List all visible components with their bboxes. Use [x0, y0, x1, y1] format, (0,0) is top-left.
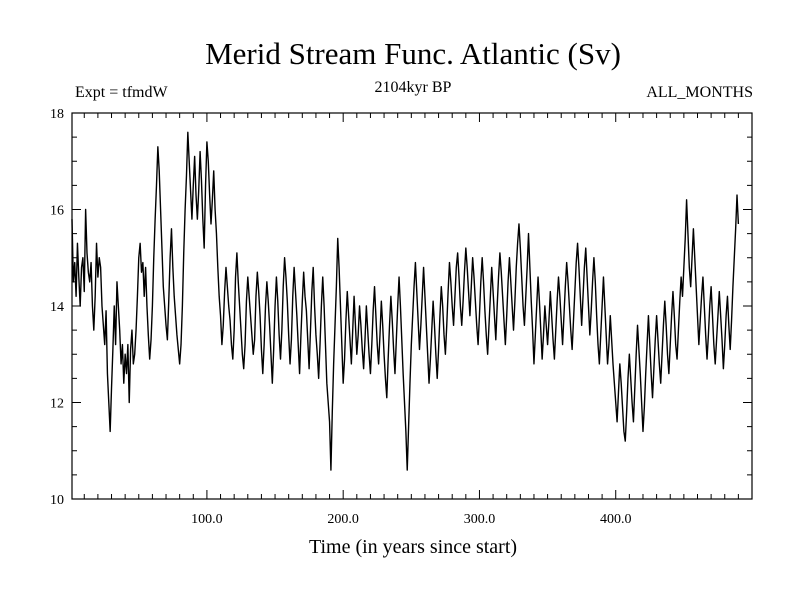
chart-title: Merid Stream Func. Atlantic (Sv)	[205, 36, 621, 71]
x-tick-label: 100.0	[191, 512, 223, 527]
x-tick-label: 400.0	[600, 512, 632, 527]
y-tick-label: 16	[50, 204, 64, 219]
y-tick-labels: 10 12 14 16 18	[50, 107, 64, 508]
period-label: 2104kyr BP	[375, 79, 452, 96]
series-line	[71, 131, 740, 471]
x-axis-label: Time (in years since start)	[309, 536, 517, 558]
plot-frame	[71, 112, 753, 500]
y-tick-label: 12	[50, 397, 64, 412]
y-tick-label: 14	[50, 300, 64, 315]
x-tick-label: 200.0	[327, 512, 359, 527]
axis-ticks	[72, 112, 753, 500]
x-tick-labels: 100.0 200.0 300.0 400.0	[191, 512, 631, 527]
experiment-label: Expt = tfmdW	[75, 84, 168, 101]
y-tick-label: 18	[50, 107, 64, 122]
x-tick-label: 300.0	[464, 512, 496, 527]
months-label: ALL_MONTHS	[646, 84, 753, 101]
y-tick-label: 10	[50, 493, 64, 508]
